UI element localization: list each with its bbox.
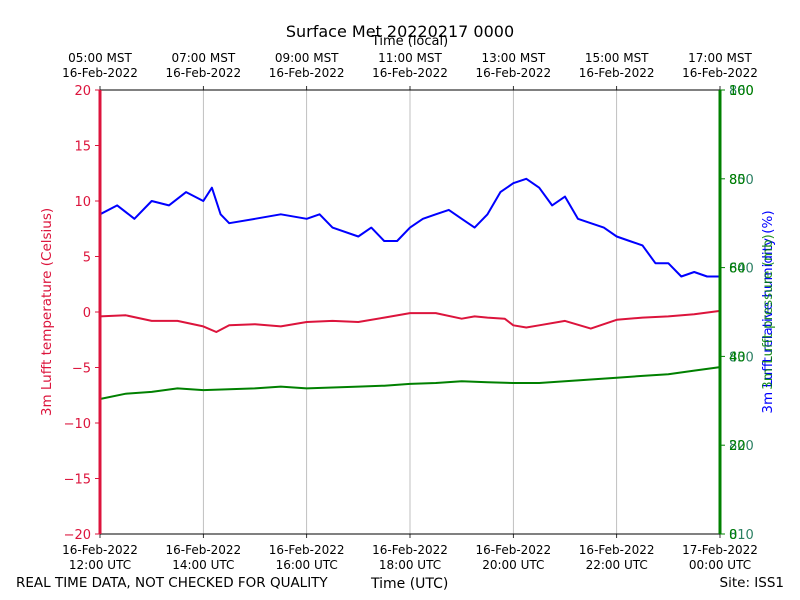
y-tick-label-humidity: 60 [729,262,746,277]
y-tick-label-pressure: 840 [729,262,754,277]
x-tick-label-date: 16-Feb-2022 [165,543,241,557]
y-tick-label-left: −10 [64,417,91,432]
y-tick-label-left: 10 [74,195,91,210]
series-line-left [99,309,721,333]
y-tick-label-humidity: 80 [729,173,746,188]
y-tick-label-humidity: 0 [729,528,737,543]
series-line-right-pressure [99,366,721,400]
top-tick-label-date: 16-Feb-2022 [62,66,138,80]
quality-disclaimer: REAL TIME DATA, NOT CHECKED FOR QUALITY [16,575,328,591]
y-tick-label-humidity: 20 [729,439,746,454]
right-axis-label-pressure: 3m Lufft pressure (mb) [760,234,776,390]
top-tick-label-time: 07:00 MST [171,51,235,65]
top-tick-label-date: 16-Feb-2022 [372,66,448,80]
left-axis-label: 3m Lufft temperature (Celsius) [39,207,55,417]
x-tick-label-time: 22:00 UTC [586,558,648,572]
y-tick-label-left: 0 [83,306,91,321]
gridlines [202,90,618,534]
top-tick-label-date: 16-Feb-2022 [269,66,345,80]
y-tick-label-left: −5 [72,362,91,377]
y-tick-label-left: −15 [64,473,91,488]
y-tick-label-pressure: 850 [729,173,754,188]
x-tick-label-date: 17-Feb-2022 [682,543,758,557]
chart-title: Surface Met 20220217 0000 [285,22,515,41]
x-tick-label-date: 16-Feb-2022 [269,543,345,557]
top-tick-label-date: 16-Feb-2022 [579,66,655,80]
x-tick-label-time: 12:00 UTC [69,558,131,572]
top-tick-label-time: 17:00 MST [688,51,752,65]
top-tick-label-time: 05:00 MST [68,51,132,65]
series-line-right-humidity [99,177,720,278]
y-tick-label-pressure: 810 [729,528,754,543]
y-tick-label-pressure: 860 [729,84,754,99]
x-tick-label-date: 16-Feb-2022 [579,543,655,557]
x-tick-label-time: 18:00 UTC [379,558,441,572]
x-tick-label-time: 14:00 UTC [172,558,234,572]
y-tick-label-humidity: 100 [729,84,754,99]
x-tick-label-time: 16:00 UTC [276,558,338,572]
site-label: Site: ISS1 [719,575,784,591]
top-tick-label-time: 15:00 MST [585,51,649,65]
bottom-axis-label: Time (UTC) [371,576,449,592]
y-tick-label-left: −20 [64,528,91,543]
y-tick-label-left: 15 [74,140,91,155]
x-tick-label-date: 16-Feb-2022 [475,543,551,557]
y-tick-label-pressure: 820 [729,439,754,454]
top-tick-label-time: 13:00 MST [481,51,545,65]
x-tick-label-time: 00:00 UTC [689,558,751,572]
top-tick-label-time: 11:00 MST [378,51,442,65]
y-tick-label-left: 20 [74,84,91,99]
y-tick-label-pressure: 830 [729,350,754,365]
x-tick-label-time: 20:00 UTC [482,558,544,572]
top-axis-label: Time (local) [371,34,449,49]
top-tick-label-date: 16-Feb-2022 [165,66,241,80]
y-tick-label-left: 5 [83,251,91,266]
x-tick-label-date: 16-Feb-2022 [372,543,448,557]
series-layer [99,177,721,400]
top-tick-label-date: 16-Feb-2022 [682,66,758,80]
y-tick-label-humidity: 40 [729,350,746,365]
top-tick-label-time: 09:00 MST [275,51,339,65]
x-tick-label-date: 16-Feb-2022 [62,543,138,557]
top-tick-label-date: 16-Feb-2022 [475,66,551,80]
